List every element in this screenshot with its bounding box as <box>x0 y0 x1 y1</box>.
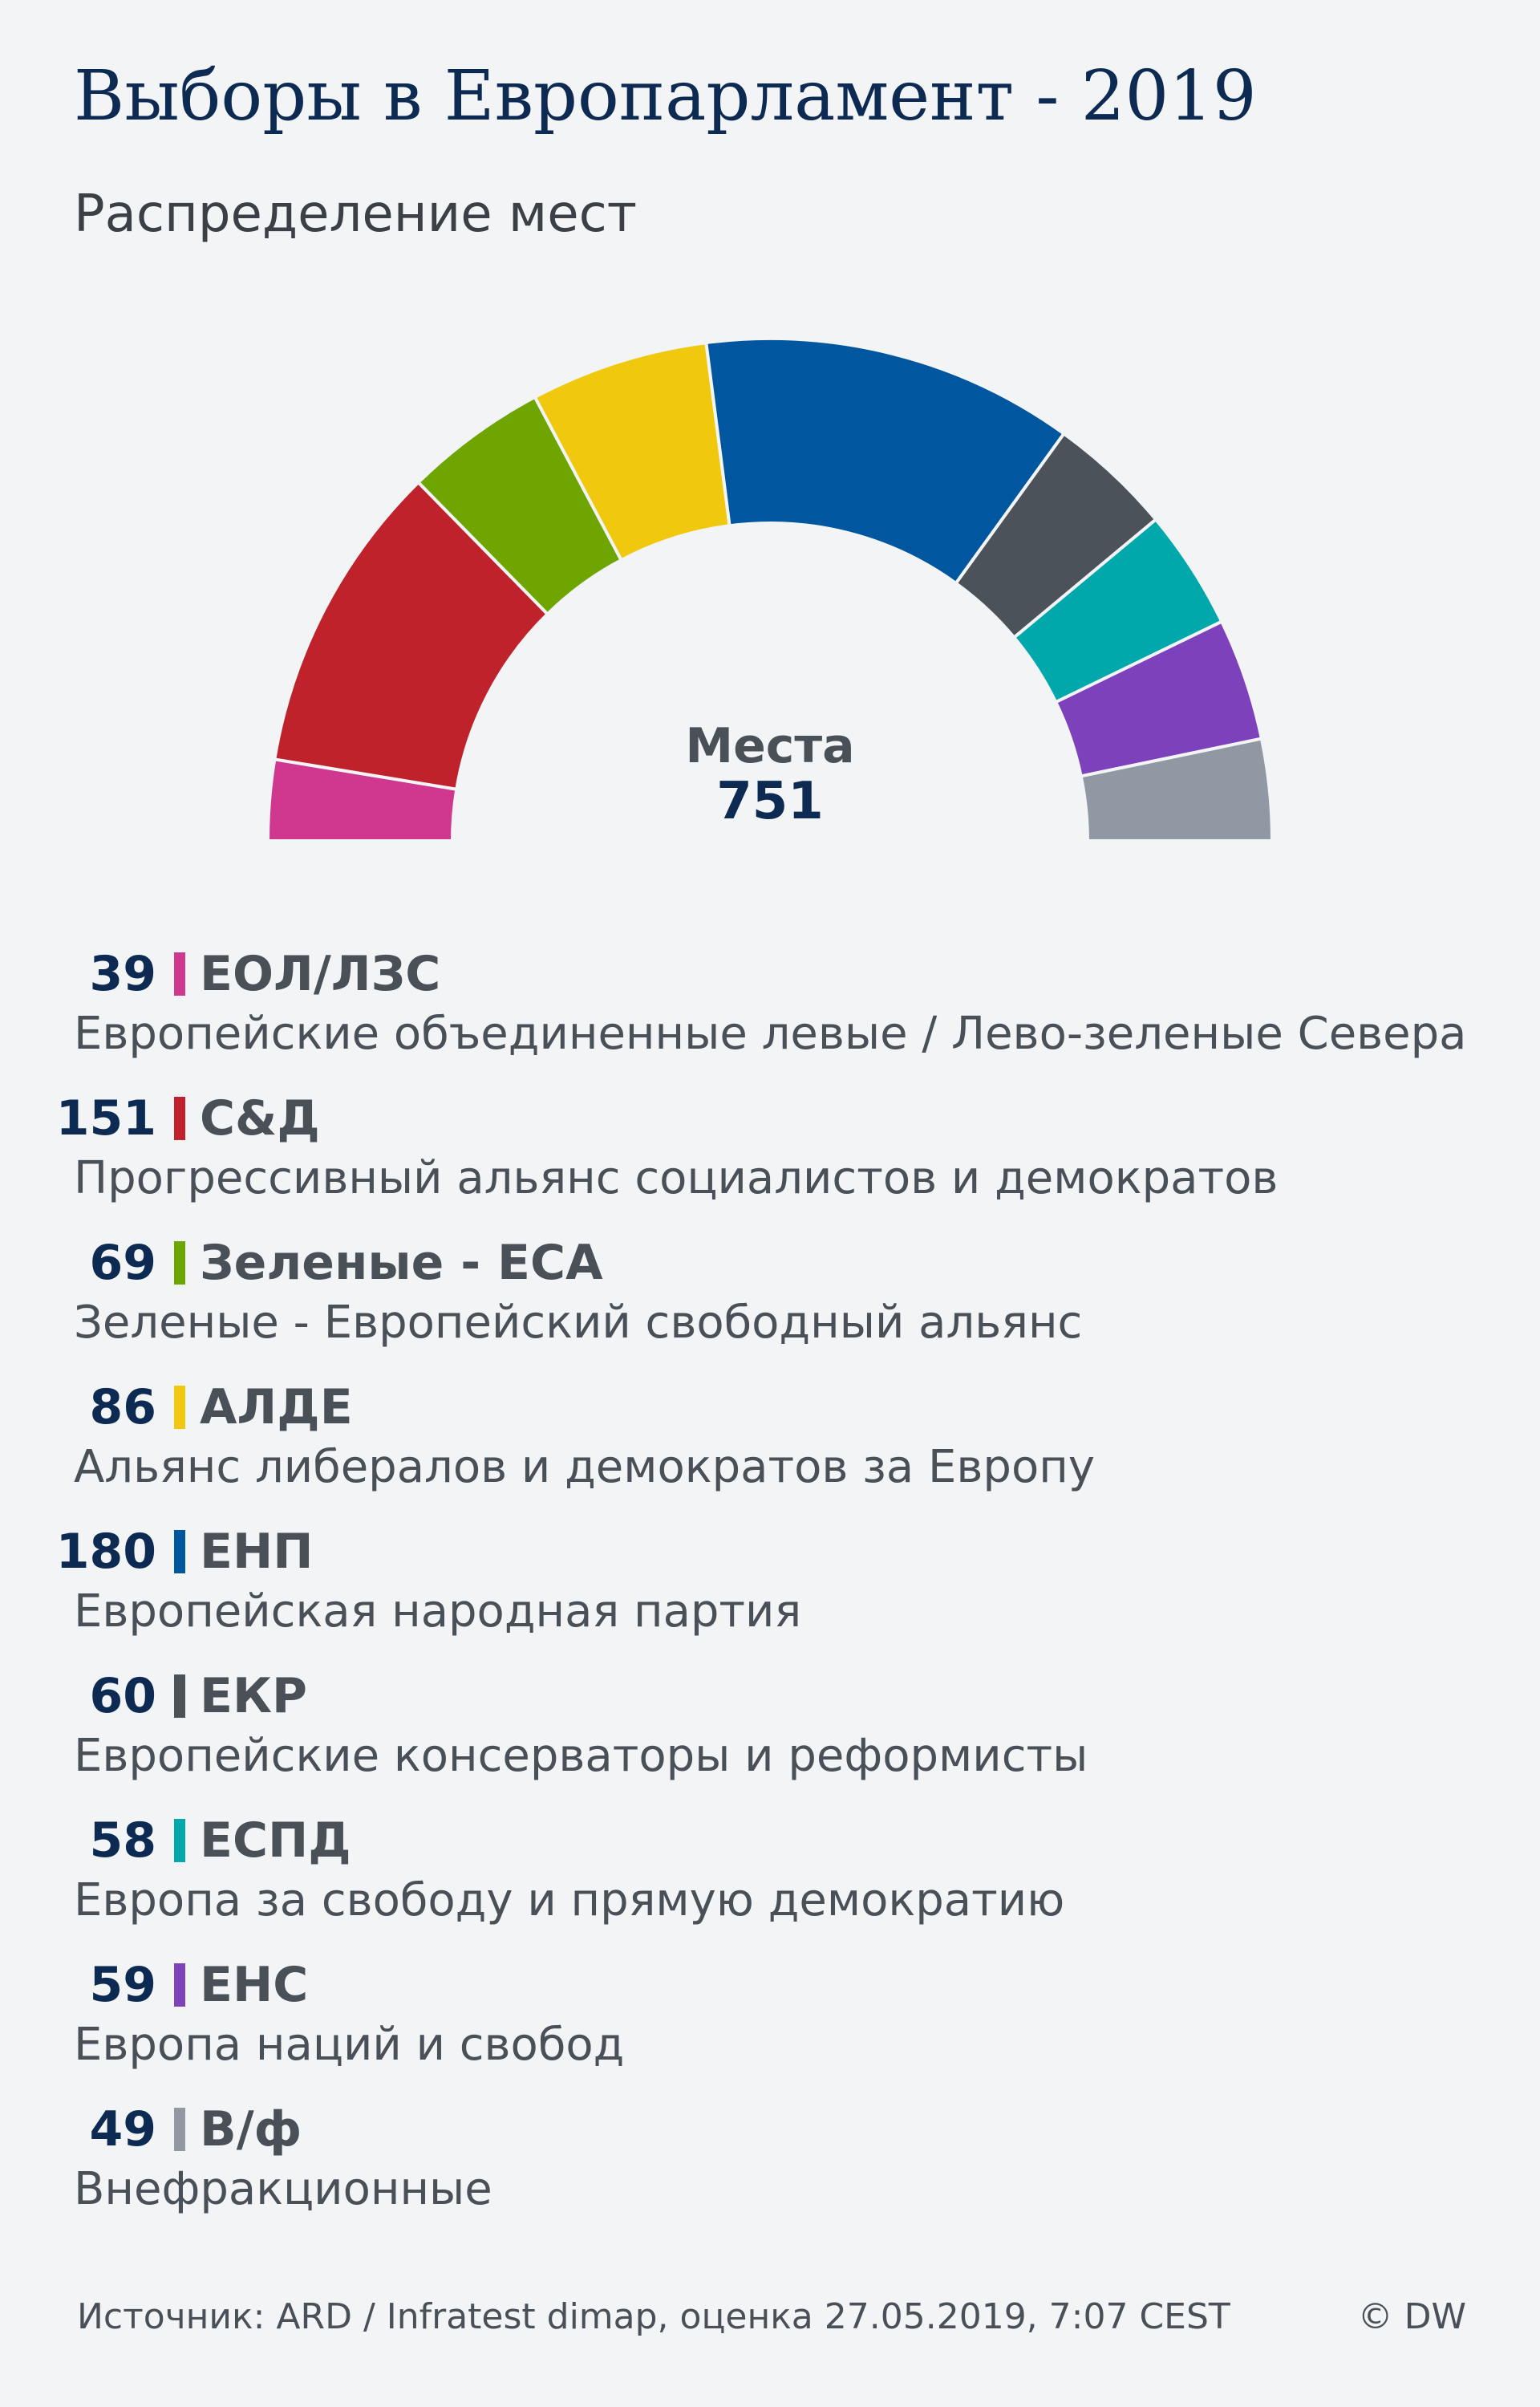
legend-description: Европейская народная партия <box>74 1585 802 1638</box>
legend-abbr: ЕСПД <box>200 1812 351 1869</box>
legend-seats: 60 <box>89 1668 157 1724</box>
source-note: Источник: ARD / Infratest dimap, оценка … <box>77 2296 1230 2337</box>
chart-title: Выборы в Европарламент - 2019 <box>74 56 1257 136</box>
center-label: Места <box>685 718 854 774</box>
legend-swatch <box>174 2108 185 2151</box>
legend-item: 49 В/ф Внефракционные <box>0 2086 1540 2230</box>
legend-seats: 39 <box>89 946 157 1002</box>
legend-swatch <box>174 1241 185 1285</box>
legend-header: 151 С&Д <box>0 1088 320 1149</box>
legend-header: 69 Зеленые - ЕСА <box>0 1232 603 1293</box>
legend-description: Европейские объединенные левые / Лево-зе… <box>74 1008 1467 1060</box>
legend-swatch <box>174 1819 185 1862</box>
legend: 39 ЕОЛ/ЛЗС Европейские объединенные левые … <box>0 931 1540 2230</box>
legend-description: Внефракционные <box>74 2163 492 2215</box>
legend-seats: 58 <box>89 1812 157 1869</box>
legend-abbr: ЕНП <box>200 1524 314 1580</box>
segment-9 <box>1079 737 1275 842</box>
legend-swatch <box>174 952 185 996</box>
legend-header: 180 ЕНП <box>0 1521 314 1582</box>
legend-header: 86 АЛДЕ <box>0 1377 353 1438</box>
legend-abbr: Зеленые - ЕСА <box>200 1235 603 1291</box>
legend-header: 60 ЕКР <box>0 1666 308 1727</box>
legend-abbr: В/ф <box>200 2101 302 2157</box>
legend-seats: 49 <box>89 2101 157 2157</box>
chart-segments <box>265 337 1275 842</box>
legend-item: 180 ЕНП Европейская народная партия <box>0 1508 1540 1653</box>
legend-item: 60 ЕКР Европейские консерваторы и реформис… <box>0 1653 1540 1797</box>
legend-header: 58 ЕСПД <box>0 1810 351 1871</box>
legend-header: 59 ЕНС <box>0 1954 309 2015</box>
credit: © DW <box>1357 2296 1466 2337</box>
legend-header: 39 ЕОЛ/ЛЗС <box>0 944 441 1005</box>
legend-seats: 59 <box>89 1957 157 2013</box>
legend-seats: 86 <box>89 1379 157 1435</box>
legend-description: Зеленые - Европейский свободный альянс <box>74 1297 1083 1349</box>
center-total: 751 <box>716 772 824 831</box>
legend-swatch <box>174 1674 185 1718</box>
chart-subtitle: Распределение мест <box>74 185 638 244</box>
legend-abbr: АЛДЕ <box>200 1379 353 1435</box>
legend-description: Альянс либералов и демократов за Европу <box>74 1441 1095 1493</box>
legend-abbr: ЕНС <box>200 1957 309 2013</box>
legend-abbr: ЕКР <box>200 1668 308 1724</box>
legend-swatch <box>174 1963 185 2007</box>
legend-description: Европа наций и свобод <box>74 2019 625 2071</box>
legend-seats: 151 <box>55 1090 156 1147</box>
legend-swatch <box>174 1386 185 1429</box>
segment-5 <box>704 337 1067 586</box>
legend-header: 49 В/ф <box>0 2099 302 2160</box>
legend-item: 151 С&Д Прогрессивный альянс социалистов и… <box>0 1075 1540 1220</box>
legend-item: 58 ЕСПД Европа за свободу и прямую демокра… <box>0 1797 1540 1942</box>
legend-item: 59 ЕНС Европа наций и свобод <box>0 1942 1540 2086</box>
legend-description: Европа за свободу и прямую демократию <box>74 1874 1065 1926</box>
legend-swatch <box>174 1097 185 1140</box>
hemicycle-chart: Места 751 <box>265 337 1275 842</box>
legend-description: Прогрессивный альянс социалистов и демок… <box>74 1152 1279 1204</box>
legend-item: 39 ЕОЛ/ЛЗС Европейские объединенные левые … <box>0 931 1540 1075</box>
legend-swatch <box>174 1530 185 1573</box>
legend-seats: 180 <box>55 1524 156 1580</box>
legend-description: Европейские консерваторы и реформисты <box>74 1730 1088 1782</box>
legend-seats: 69 <box>89 1235 157 1291</box>
legend-item: 86 АЛДЕ Альянс либералов и демократов за Е… <box>0 1364 1540 1508</box>
legend-item: 69 Зеленые - ЕСА Зеленые - Европейский сво… <box>0 1220 1540 1364</box>
legend-abbr: ЕОЛ/ЛЗС <box>200 946 441 1002</box>
legend-abbr: С&Д <box>200 1090 320 1147</box>
